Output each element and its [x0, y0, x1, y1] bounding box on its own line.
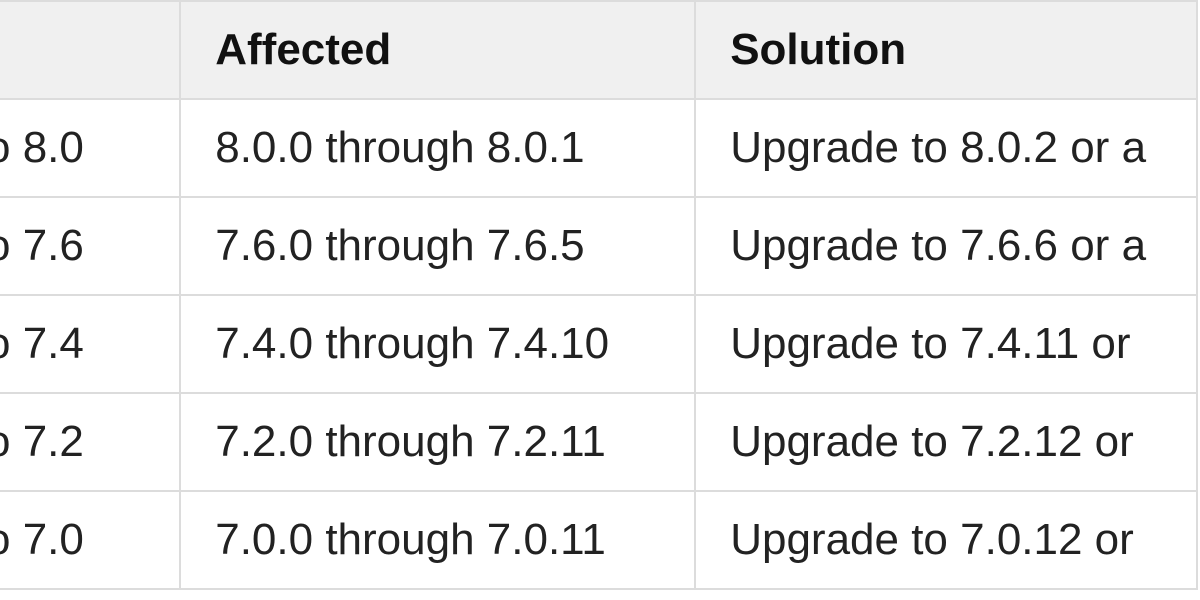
solution-cell: Upgrade to 8.0.2 or a: [694, 98, 1198, 198]
version-cell: o 7.0: [0, 490, 182, 590]
affected-cell: 8.0.0 through 8.0.1: [179, 98, 697, 198]
version-text: o 7.6: [1, 221, 84, 270]
version-text: o 7.0: [1, 515, 84, 564]
solution-cell: Upgrade to 7.0.12 or: [694, 490, 1198, 590]
solution-cell: Upgrade to 7.6.6 or a: [694, 196, 1198, 296]
table-row: o 7.4 7.4.0 through 7.4.10 Upgrade to 7.…: [0, 294, 1198, 394]
solution-cell: Upgrade to 7.4.11 or: [694, 294, 1198, 394]
table-row: o 7.6 7.6.0 through 7.6.5 Upgrade to 7.6…: [0, 196, 1198, 296]
header-affected: Affected: [179, 0, 697, 100]
affected-cell: 7.0.0 through 7.0.11: [179, 490, 697, 590]
table-row: o 7.0 7.0.0 through 7.0.11 Upgrade to 7.…: [0, 490, 1198, 590]
header-version: [0, 0, 182, 100]
affected-cell: 7.6.0 through 7.6.5: [179, 196, 697, 296]
affected-cell: 7.4.0 through 7.4.10: [179, 294, 697, 394]
solution-cell: Upgrade to 7.2.12 or: [694, 392, 1198, 492]
affected-cell: 7.2.0 through 7.2.11: [179, 392, 697, 492]
version-text: o 7.2: [1, 417, 84, 466]
version-cell: o 8.0: [0, 98, 182, 198]
table-row: o 8.0 8.0.0 through 8.0.1 Upgrade to 8.0…: [0, 98, 1198, 198]
table-header-row: Affected Solution: [0, 0, 1198, 100]
header-solution: Solution: [694, 0, 1198, 100]
version-cell: o 7.2: [0, 392, 182, 492]
table-row: o 7.2 7.2.0 through 7.2.11 Upgrade to 7.…: [0, 392, 1198, 492]
version-text: o 8.0: [1, 123, 84, 172]
version-text: o 7.4: [1, 319, 84, 368]
version-cell: o 7.4: [0, 294, 182, 394]
version-cell: o 7.6: [0, 196, 182, 296]
